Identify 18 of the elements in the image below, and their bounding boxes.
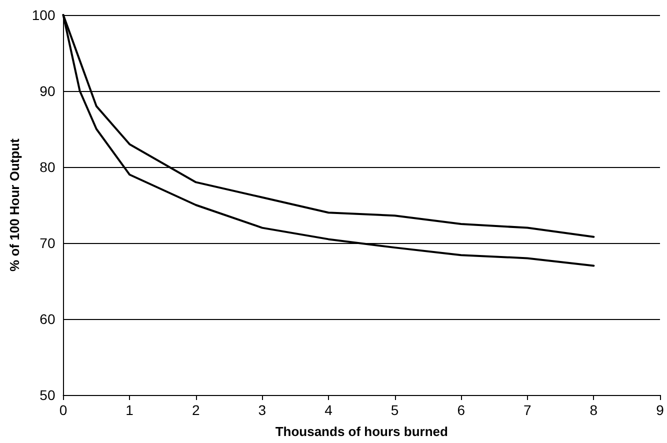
y-tick-label: 60 [40, 311, 56, 327]
x-tick-label: 7 [523, 402, 532, 418]
y-tick-label: 100 [32, 7, 56, 23]
x-tick-label: 5 [390, 402, 399, 418]
x-tick-label: 8 [590, 402, 598, 418]
x-tick-label: 3 [258, 402, 266, 418]
x-tick-label: 1 [126, 402, 134, 418]
x-axis-title: Thousands of hours burned [275, 424, 448, 439]
x-tick-label: 9 [656, 402, 664, 418]
y-axis-title: % of 100 Hour Output [7, 138, 22, 272]
x-tick-label: 2 [192, 402, 200, 418]
y-tick-label: 80 [40, 159, 56, 175]
y-tick-label: 50 [40, 387, 56, 403]
x-tick-label: 4 [324, 402, 333, 418]
y-tick-label: 70 [40, 235, 56, 251]
x-tick-label: 6 [457, 402, 466, 418]
x-tick-label: 0 [59, 402, 68, 418]
y-tick-label: 90 [40, 83, 56, 99]
